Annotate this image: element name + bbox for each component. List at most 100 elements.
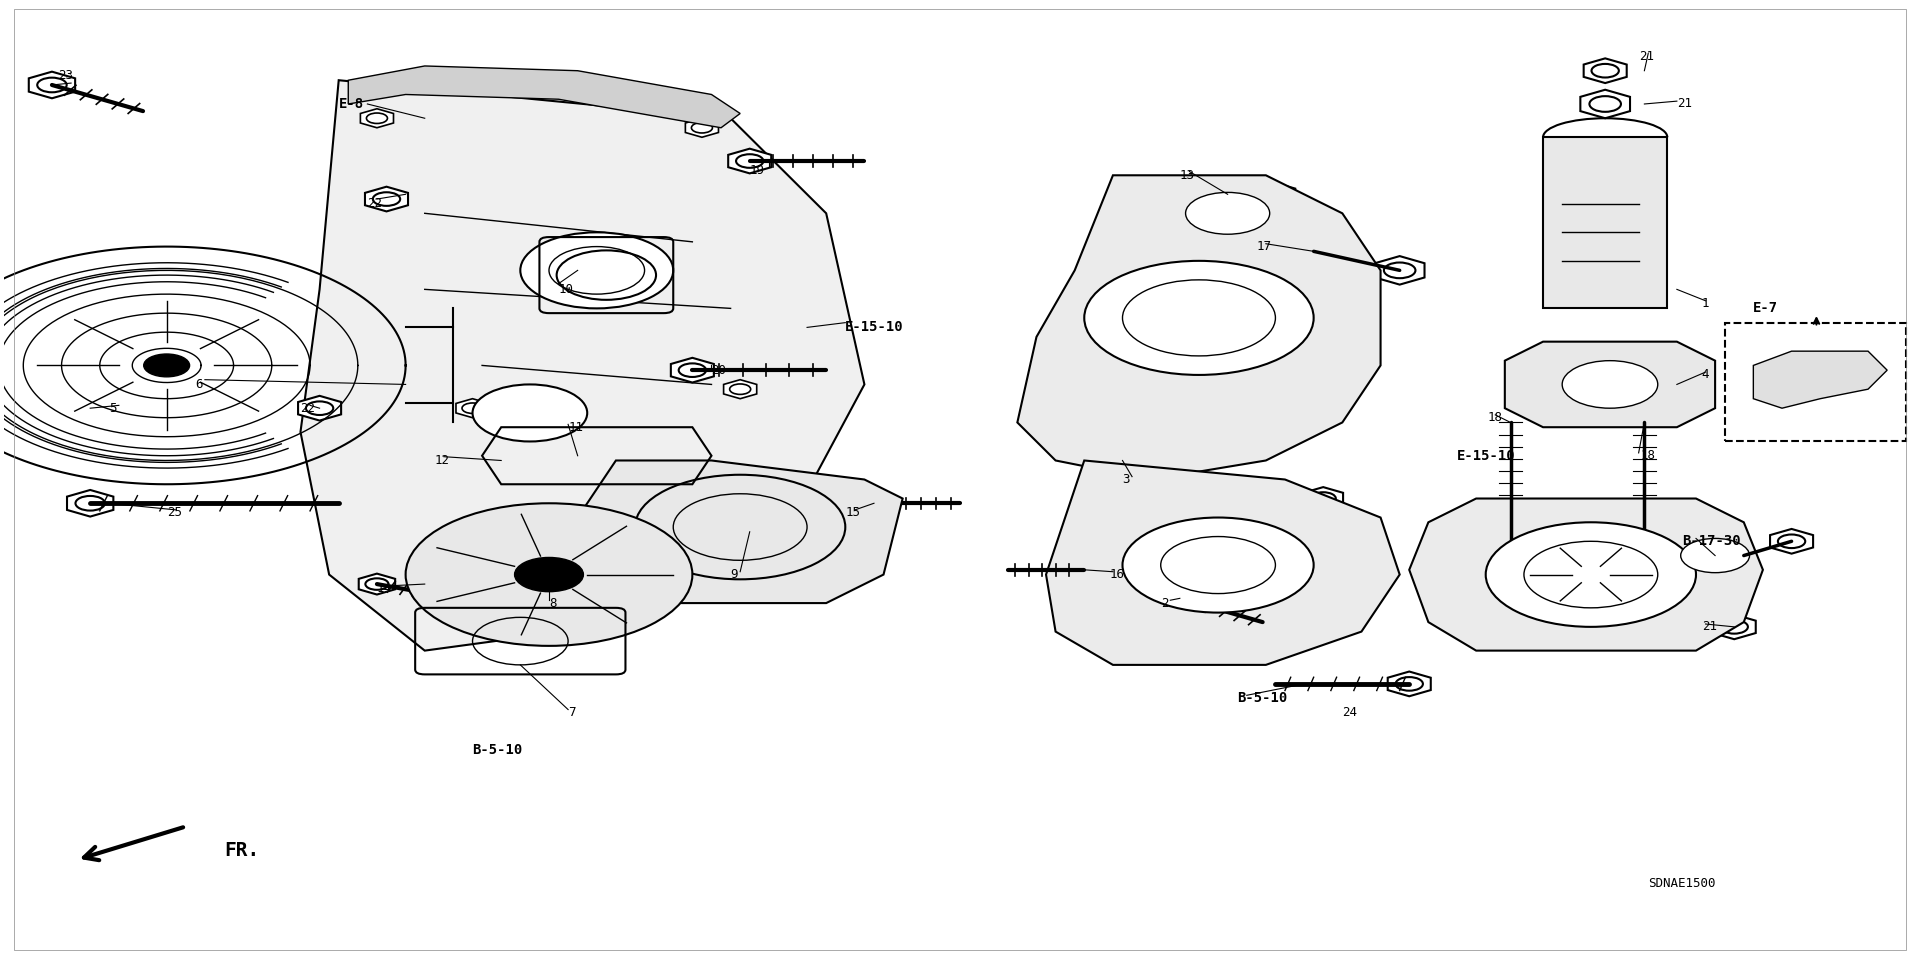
Text: 25: 25 — [167, 506, 182, 519]
Polygon shape — [1323, 297, 1361, 319]
Circle shape — [463, 403, 484, 413]
Circle shape — [1185, 193, 1269, 234]
Circle shape — [1085, 261, 1313, 375]
Text: 24: 24 — [1342, 706, 1357, 719]
Circle shape — [520, 232, 674, 309]
Polygon shape — [1667, 511, 1707, 534]
Polygon shape — [67, 490, 113, 517]
Polygon shape — [455, 399, 490, 418]
Text: 21: 21 — [1676, 98, 1692, 110]
Text: 21: 21 — [1638, 50, 1653, 63]
Polygon shape — [599, 546, 632, 565]
Polygon shape — [1770, 529, 1812, 553]
Circle shape — [1331, 302, 1356, 315]
Circle shape — [730, 384, 751, 394]
Circle shape — [735, 154, 764, 168]
Polygon shape — [359, 573, 396, 595]
Text: B-17-30: B-17-30 — [1682, 534, 1741, 549]
Circle shape — [305, 402, 334, 415]
Text: 3: 3 — [1123, 473, 1131, 486]
Circle shape — [1167, 592, 1192, 604]
Circle shape — [1100, 431, 1125, 443]
Text: 9: 9 — [732, 568, 737, 581]
Text: FR.: FR. — [225, 841, 259, 860]
Polygon shape — [1256, 183, 1296, 206]
Circle shape — [1085, 502, 1110, 514]
Text: E-7: E-7 — [1753, 301, 1778, 316]
Text: 12: 12 — [434, 454, 449, 467]
Circle shape — [1592, 64, 1619, 78]
Circle shape — [1081, 625, 1106, 638]
Circle shape — [144, 354, 190, 377]
Circle shape — [472, 385, 588, 441]
Polygon shape — [365, 187, 409, 211]
Circle shape — [678, 363, 707, 377]
Text: E-15-10: E-15-10 — [845, 320, 904, 335]
Text: 13: 13 — [1181, 169, 1194, 182]
Circle shape — [1106, 226, 1131, 239]
Circle shape — [1563, 361, 1657, 409]
Polygon shape — [1160, 587, 1200, 610]
Text: 22: 22 — [367, 198, 382, 210]
Text: 17: 17 — [1256, 240, 1271, 253]
Circle shape — [1263, 188, 1288, 200]
Circle shape — [1321, 620, 1346, 633]
Text: 11: 11 — [568, 421, 584, 433]
Text: 4: 4 — [1701, 368, 1709, 382]
Text: 5: 5 — [109, 402, 117, 414]
Polygon shape — [728, 149, 772, 174]
Text: 23: 23 — [58, 69, 73, 82]
Polygon shape — [1753, 351, 1887, 409]
Circle shape — [1590, 96, 1620, 112]
Polygon shape — [1098, 221, 1139, 244]
Text: B-5-10: B-5-10 — [1236, 691, 1288, 705]
Text: 10: 10 — [559, 283, 574, 296]
Polygon shape — [300, 81, 864, 650]
Text: E-8: E-8 — [338, 97, 363, 111]
Text: 1: 1 — [1701, 297, 1709, 310]
Circle shape — [605, 550, 626, 561]
Polygon shape — [1505, 341, 1715, 427]
Circle shape — [405, 503, 693, 645]
Polygon shape — [361, 108, 394, 128]
Text: 6: 6 — [196, 378, 204, 391]
Polygon shape — [1046, 460, 1400, 665]
Text: 14: 14 — [376, 582, 392, 596]
Text: 2: 2 — [1162, 596, 1167, 610]
Circle shape — [1473, 516, 1498, 528]
Circle shape — [36, 78, 67, 92]
Polygon shape — [670, 358, 714, 383]
Polygon shape — [1313, 616, 1354, 639]
Circle shape — [1473, 616, 1498, 628]
Circle shape — [367, 113, 388, 124]
Circle shape — [691, 123, 712, 133]
Text: B-5-10: B-5-10 — [472, 743, 522, 758]
Text: 16: 16 — [1110, 568, 1123, 581]
Polygon shape — [1092, 425, 1133, 448]
Polygon shape — [854, 492, 895, 515]
Text: 21: 21 — [1701, 620, 1716, 633]
Circle shape — [1123, 518, 1313, 613]
Circle shape — [365, 578, 388, 590]
Polygon shape — [1018, 175, 1380, 480]
Circle shape — [1486, 523, 1695, 627]
Polygon shape — [1077, 497, 1117, 520]
Polygon shape — [1304, 487, 1344, 510]
Polygon shape — [1066, 559, 1102, 580]
Circle shape — [372, 192, 399, 206]
Polygon shape — [724, 380, 756, 399]
Circle shape — [636, 475, 845, 579]
Circle shape — [1396, 677, 1423, 690]
Circle shape — [1674, 516, 1699, 528]
Text: 22: 22 — [300, 402, 315, 414]
Polygon shape — [298, 396, 342, 421]
Polygon shape — [1584, 58, 1626, 83]
Text: 20: 20 — [712, 363, 726, 377]
Polygon shape — [1580, 90, 1630, 118]
Polygon shape — [1465, 511, 1505, 534]
Polygon shape — [1409, 499, 1763, 650]
Circle shape — [1073, 564, 1096, 575]
Polygon shape — [1073, 620, 1114, 643]
Polygon shape — [29, 72, 75, 98]
Polygon shape — [1388, 671, 1430, 696]
